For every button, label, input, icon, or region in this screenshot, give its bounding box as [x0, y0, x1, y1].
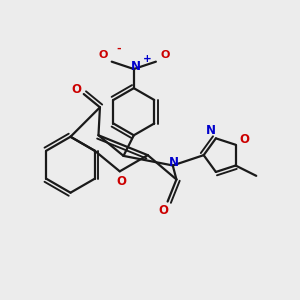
Text: N: N: [131, 60, 141, 73]
Text: -: -: [116, 44, 121, 53]
Text: O: O: [71, 83, 81, 96]
Text: O: O: [239, 133, 250, 146]
Text: O: O: [98, 50, 108, 60]
Text: O: O: [160, 50, 169, 60]
Text: O: O: [158, 204, 168, 217]
Text: N: N: [206, 124, 216, 137]
Text: +: +: [143, 54, 152, 64]
Text: N: N: [169, 156, 179, 169]
Text: O: O: [116, 175, 126, 188]
